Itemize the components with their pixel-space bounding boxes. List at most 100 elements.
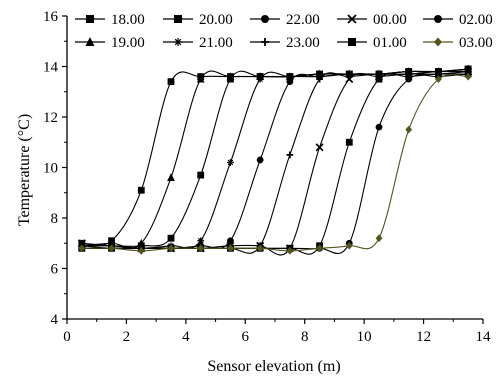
series-line: [81, 68, 469, 247]
data-point: [347, 14, 357, 24]
series-18-00: [78, 65, 472, 247]
data-point: [316, 244, 323, 253]
x-tick-label: 8: [301, 329, 309, 345]
data-point: [434, 15, 442, 23]
legend-label: 19.00: [111, 35, 145, 51]
data-point: [167, 234, 175, 242]
data-point: [196, 74, 205, 83]
data-point: [197, 171, 205, 179]
data-point: [174, 38, 182, 46]
y-tick-label: 4: [51, 312, 59, 328]
y-axis-title: Temperature (°C): [16, 114, 33, 226]
series-line: [81, 70, 469, 250]
series-line: [81, 73, 469, 255]
x-tick-label: 2: [123, 329, 131, 345]
legend-item-01-00: 01.00: [337, 35, 407, 51]
x-tick-label: 14: [476, 329, 492, 345]
series-line: [81, 68, 469, 249]
data-point: [345, 75, 354, 84]
legend: 18.00 19.00 20.00 21.00 22.00 23.00 00.00 01.00…: [75, 12, 493, 51]
x-axis-title: Sensor elevation (m): [207, 358, 340, 374]
series-layer: [77, 64, 473, 256]
legend-item-20-00: 20.00: [163, 12, 233, 28]
data-point: [85, 37, 95, 46]
legend-item-18-00: 18.00: [75, 12, 145, 28]
data-point: [375, 234, 383, 243]
legend-item-02-00: 02.00: [423, 12, 493, 28]
legend-item-23-00: 23.00: [250, 35, 320, 51]
data-point: [86, 15, 94, 23]
y-tick-label: 10: [43, 161, 58, 177]
data-point: [286, 151, 294, 159]
series-line: [81, 70, 469, 254]
data-point: [227, 244, 234, 253]
series-line: [81, 73, 469, 255]
series-line: [81, 70, 469, 250]
series-00-00: [77, 67, 473, 256]
data-point: [261, 38, 269, 46]
legend-label: 00.00: [373, 12, 407, 28]
series-22-00: [78, 68, 472, 252]
series-02-00: [78, 70, 472, 255]
legend-item-21-00: 21.00: [163, 35, 233, 51]
legend-label: 22.00: [286, 12, 320, 28]
data-point: [197, 244, 205, 253]
data-point: [405, 75, 413, 83]
data-point: [227, 237, 234, 245]
data-point: [405, 125, 413, 134]
data-point: [78, 244, 86, 253]
legend-label: 20.00: [199, 12, 233, 28]
series-line: [81, 68, 469, 246]
legend-item-00-00: 00.00: [337, 12, 407, 28]
series-23-00: [78, 68, 472, 254]
data-point: [197, 237, 205, 245]
y-tick-label: 6: [51, 262, 59, 278]
data-point: [375, 75, 383, 83]
data-point: [227, 75, 234, 83]
data-point: [256, 244, 264, 253]
data-point: [286, 246, 294, 255]
legend-item-19-00: 19.00: [75, 35, 145, 51]
data-point: [174, 15, 182, 23]
x-tick-label: 6: [242, 329, 250, 345]
data-point: [137, 186, 145, 194]
x-tick-label: 0: [63, 329, 71, 345]
y-tick-label: 16: [43, 9, 59, 25]
data-point: [167, 78, 175, 86]
legend-label: 03.00: [459, 35, 493, 51]
data-point: [286, 73, 294, 80]
y-tick-label: 8: [51, 211, 59, 227]
x-tick-label: 10: [357, 329, 372, 345]
data-point: [315, 143, 324, 152]
data-point: [345, 241, 353, 250]
legend-label: 01.00: [373, 35, 407, 51]
data-point: [108, 244, 115, 253]
data-point: [316, 75, 323, 83]
data-point: [256, 156, 264, 164]
legend-label: 21.00: [199, 35, 233, 51]
x-tick-label: 12: [416, 329, 431, 345]
data-point: [167, 244, 175, 253]
data-point: [464, 72, 472, 81]
data-point: [375, 123, 383, 131]
data-point: [345, 138, 353, 146]
data-point: [435, 75, 442, 84]
legend-label: 18.00: [111, 12, 145, 28]
data-point: [286, 78, 294, 86]
series-line: [81, 74, 469, 252]
data-point: [256, 75, 264, 83]
axes: 4 6 8 10 12 14 16 0 2 4 6 8 10 12 14: [43, 9, 491, 345]
series-19-00: [77, 64, 473, 250]
series-21-00: [78, 68, 472, 252]
series-line: [81, 71, 469, 256]
data-point: [227, 159, 234, 166]
series-01-00: [78, 70, 472, 255]
data-point: [167, 173, 175, 181]
data-point: [137, 246, 145, 255]
series-20-00: [78, 65, 472, 250]
data-point: [261, 15, 269, 23]
data-point: [348, 38, 356, 46]
y-tick-label: 14: [43, 60, 59, 76]
